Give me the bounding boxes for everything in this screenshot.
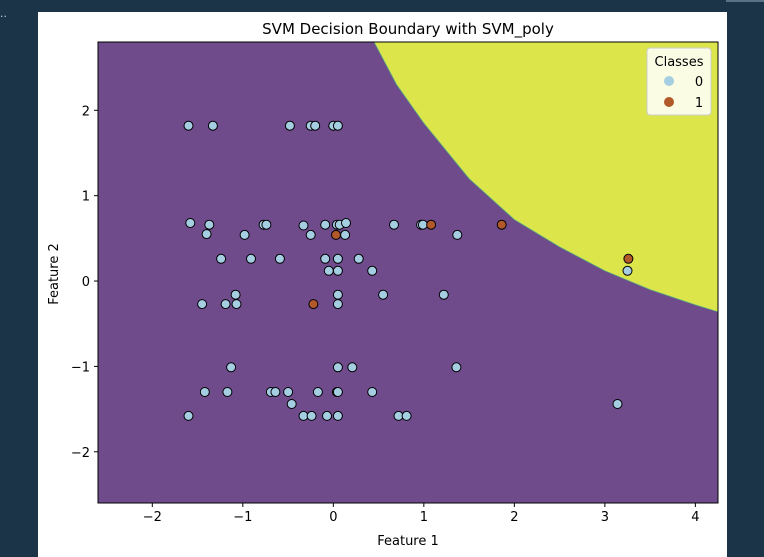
- point-class-0: [389, 219, 399, 230]
- legend-label-1: 1: [695, 96, 703, 111]
- point-class-0: [347, 362, 358, 373]
- y-axis-label: Feature 2: [47, 243, 62, 305]
- x-tick-label: 2: [510, 510, 518, 525]
- point-class-0: [305, 229, 316, 240]
- region-class-1: [374, 42, 718, 312]
- point-class-0: [204, 219, 215, 230]
- point-class-1: [308, 299, 319, 310]
- point-class-0: [332, 410, 343, 421]
- point-class-0: [226, 362, 237, 373]
- x-tick-label: 0: [329, 510, 337, 525]
- point-class-0: [270, 387, 281, 397]
- point-class-0: [201, 229, 212, 240]
- point-class-0: [332, 387, 343, 397]
- x-tick-label: −1: [233, 510, 252, 525]
- window-edge: [726, 0, 764, 2]
- point-class-0: [332, 120, 343, 131]
- legend-marker-0: [664, 76, 674, 86]
- y-tick-label: 0: [82, 275, 90, 290]
- legend-marker-1: [664, 97, 674, 107]
- point-class-0: [340, 229, 351, 240]
- point-class-0: [183, 410, 194, 421]
- point-class-0: [199, 387, 210, 397]
- point-class-0: [452, 229, 463, 240]
- point-class-0: [367, 387, 378, 397]
- point-class-0: [323, 265, 334, 276]
- y-axis: −2 −1 0 1 2: [71, 104, 98, 461]
- point-class-0: [283, 387, 294, 397]
- point-class-0: [378, 289, 389, 300]
- point-class-0: [239, 229, 250, 240]
- point-class-0: [320, 219, 331, 230]
- point-class-0: [353, 253, 364, 264]
- point-class-0: [417, 219, 428, 230]
- point-class-0: [197, 299, 208, 310]
- x-tick-label: 4: [691, 510, 699, 525]
- chart-title: SVM Decision Boundary with SVM_poly: [262, 20, 554, 39]
- point-class-0: [320, 253, 331, 264]
- y-tick-label: −1: [71, 360, 90, 375]
- x-tick-label: −2: [143, 510, 162, 525]
- x-axis: −2 −1 0 1 2 3 4: [143, 503, 700, 525]
- plot-frame: [97, 41, 719, 504]
- x-axis-label: Feature 1: [377, 534, 439, 549]
- point-class-0: [246, 253, 256, 264]
- point-class-1: [426, 219, 437, 230]
- point-class-0: [332, 265, 343, 276]
- point-class-0: [183, 120, 194, 131]
- point-class-0: [332, 289, 343, 300]
- point-class-0: [207, 120, 218, 131]
- point-class-0: [367, 265, 378, 276]
- legend-label-0: 0: [695, 75, 703, 90]
- point-class-1: [623, 253, 634, 264]
- point-class-0: [622, 265, 633, 276]
- point-class-0: [451, 362, 462, 373]
- point-class-0: [310, 120, 321, 131]
- chart-figure: SVM Decision Boundary with SVM_poly −2 −1…: [38, 12, 727, 557]
- point-class-0: [322, 410, 332, 421]
- point-class-0: [286, 399, 297, 409]
- point-class-0: [298, 220, 309, 231]
- y-tick-label: −2: [71, 446, 90, 461]
- point-class-0: [230, 289, 241, 300]
- point-class-0: [401, 410, 412, 421]
- point-class-0: [220, 299, 231, 310]
- point-class-0: [341, 218, 351, 228]
- point-class-0: [274, 253, 285, 264]
- point-class-0: [306, 410, 317, 421]
- point-class-0: [216, 253, 227, 264]
- y-tick-label: 2: [82, 104, 90, 119]
- decision-boundary: [373, 41, 719, 313]
- point-class-0: [222, 387, 233, 397]
- x-tick-label: 3: [601, 510, 609, 525]
- point-class-0: [332, 253, 343, 264]
- point-class-1: [496, 219, 507, 230]
- overflow-dots: ..: [0, 7, 7, 20]
- point-class-0: [312, 387, 323, 397]
- point-class-0: [231, 299, 242, 310]
- point-class-0: [284, 120, 295, 131]
- plot-area: [97, 41, 719, 504]
- point-class-0: [185, 218, 196, 228]
- svm-chart: SVM Decision Boundary with SVM_poly −2 −1…: [47, 20, 719, 549]
- legend: Classes 0 1: [646, 47, 712, 116]
- point-class-0: [332, 362, 343, 373]
- point-class-0: [261, 219, 272, 230]
- point-class-0: [332, 299, 343, 310]
- point-class-0: [438, 289, 449, 300]
- y-tick-label: 1: [82, 190, 90, 205]
- point-class-1: [331, 229, 341, 240]
- legend-box: [646, 47, 712, 116]
- point-class-0: [612, 399, 623, 409]
- x-tick-label: 1: [420, 510, 428, 525]
- legend-title: Classes: [655, 55, 704, 70]
